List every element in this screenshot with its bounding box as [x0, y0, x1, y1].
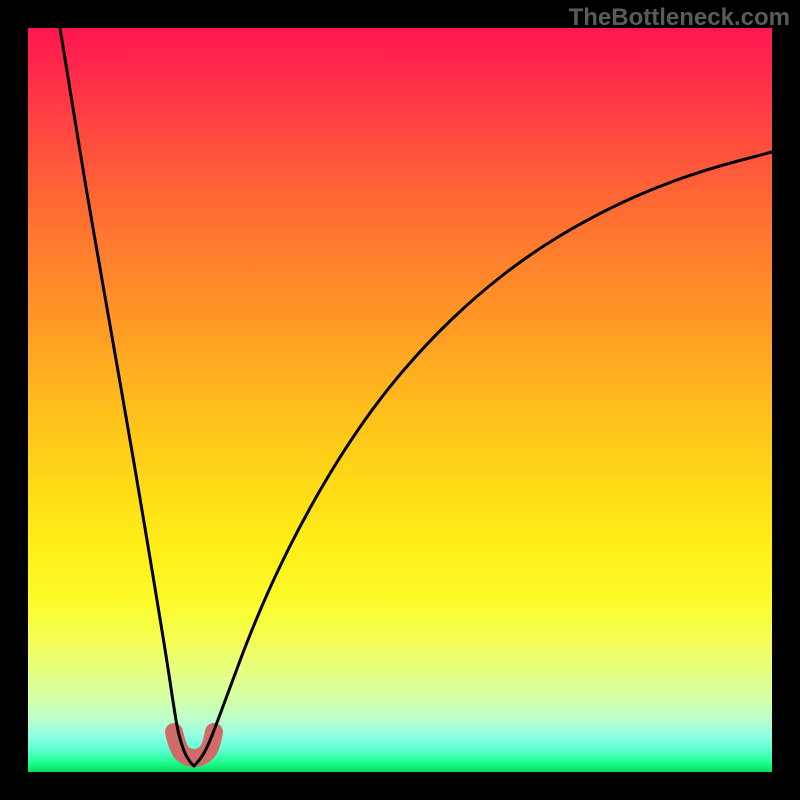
watermark-text: TheBottleneck.com: [569, 4, 790, 32]
left-curve: [60, 28, 194, 766]
plot-area: [28, 28, 772, 772]
chart-container: TheBottleneck.com: [0, 0, 800, 800]
curve-svg: [28, 28, 772, 772]
right-curve: [194, 152, 772, 766]
